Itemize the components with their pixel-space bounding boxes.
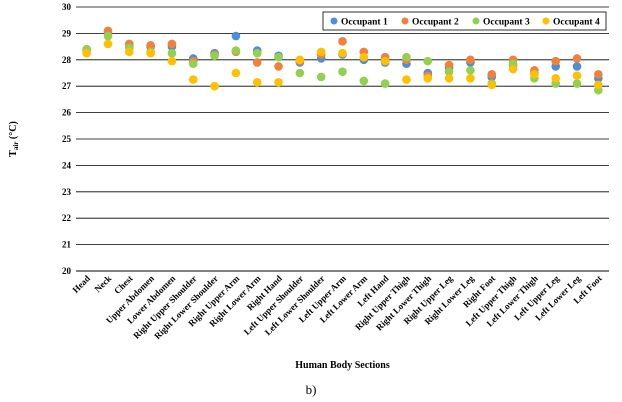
legend-label-occupant-2: Occupant 2 <box>412 18 459 28</box>
legend-label-occupant-1: Occupant 1 <box>341 18 388 28</box>
point-occupant-4 <box>572 71 582 80</box>
point-occupant-2 <box>146 40 155 50</box>
point-occupant-4 <box>423 73 433 83</box>
y-tick-30: 30 <box>62 2 72 12</box>
point-occupant-3 <box>252 48 262 58</box>
point-occupant-4 <box>444 73 454 83</box>
legend-label-occupant-3: Occupant 3 <box>483 18 530 28</box>
point-occupant-4 <box>530 70 539 79</box>
point-occupant-4 <box>359 52 369 62</box>
y-axis-label: Tair (°C) <box>8 121 20 157</box>
point-occupant-4 <box>231 68 241 78</box>
point-occupant-2 <box>487 70 497 79</box>
point-occupant-3 <box>380 79 390 88</box>
point-occupant-4 <box>146 48 155 58</box>
legend-marker-occupant-2 <box>401 17 409 25</box>
y-tick-27: 27 <box>62 81 72 91</box>
point-occupant-2 <box>444 60 454 70</box>
point-occupant-3 <box>295 68 305 78</box>
y-tick-25: 25 <box>62 134 72 144</box>
point-occupant-4 <box>380 56 390 66</box>
point-occupant-4 <box>402 75 411 84</box>
point-occupant-3 <box>167 48 177 58</box>
point-occupant-3 <box>423 56 433 66</box>
point-occupant-1 <box>231 31 241 41</box>
point-occupant-3 <box>231 46 241 55</box>
y-tick-20: 20 <box>62 266 72 276</box>
point-occupant-2 <box>274 62 283 71</box>
legend-marker-occupant-3 <box>472 17 480 25</box>
point-occupant-4 <box>295 55 305 65</box>
point-occupant-3 <box>338 67 347 76</box>
point-occupant-2 <box>167 39 177 49</box>
x-tick-label: Neck <box>93 273 114 294</box>
figure-caption: b) <box>305 382 317 397</box>
point-occupant-4 <box>274 77 283 87</box>
legend-marker-occupant-1 <box>330 17 338 25</box>
x-axis-label: Human Body Sections <box>295 360 390 371</box>
y-tick-28: 28 <box>62 55 72 65</box>
legend: Occupant 1 Occupant 2 Occupant 3 Occupant 4 <box>322 11 607 31</box>
point-occupant-2 <box>338 37 347 46</box>
point-occupant-2 <box>572 54 582 63</box>
y-tick-24: 24 <box>62 160 72 170</box>
legend-label-occupant-4: Occupant 4 <box>553 18 600 28</box>
point-occupant-4 <box>167 56 177 66</box>
y-tick-labels: 20 21 22 23 24 25 26 27 28 29 30 <box>62 2 72 276</box>
point-occupant-4 <box>103 39 113 49</box>
point-occupant-4 <box>487 80 497 90</box>
point-occupant-3 <box>572 79 582 88</box>
point-occupant-4 <box>466 73 475 83</box>
legend-box <box>322 11 607 31</box>
point-occupant-4 <box>338 48 347 58</box>
point-occupant-2 <box>252 58 262 67</box>
point-occupant-2 <box>551 56 560 66</box>
point-occupant-3 <box>402 52 411 62</box>
point-occupant-3 <box>103 31 113 41</box>
point-occupant-4 <box>594 80 603 90</box>
point-occupant-4 <box>252 77 262 87</box>
point-occupant-3 <box>359 76 369 86</box>
y-tick-21: 21 <box>62 240 72 250</box>
point-occupant-3 <box>316 72 326 82</box>
legend-marker-occupant-4 <box>542 17 550 25</box>
point-occupant-2 <box>466 55 475 65</box>
point-occupant-1 <box>572 62 582 71</box>
point-occupant-3 <box>466 66 475 75</box>
point-occupant-4 <box>551 73 560 83</box>
data-points <box>82 26 603 95</box>
grid-lines <box>76 6 609 246</box>
point-occupant-4 <box>125 47 134 57</box>
point-occupant-3 <box>274 52 283 62</box>
point-occupant-3 <box>210 51 219 61</box>
y-tick-23: 23 <box>62 187 72 197</box>
point-occupant-4 <box>82 48 91 58</box>
point-occupant-3 <box>444 67 454 76</box>
point-occupant-4 <box>316 47 326 57</box>
point-occupant-3 <box>188 59 198 69</box>
point-occupant-2 <box>594 70 603 79</box>
y-tick-29: 29 <box>62 28 72 38</box>
point-occupant-4 <box>210 81 219 91</box>
y-tick-22: 22 <box>62 213 72 223</box>
y-tick-26: 26 <box>62 108 72 118</box>
point-occupant-4 <box>508 64 518 74</box>
x-tick-label: Head <box>70 273 92 295</box>
point-occupant-4 <box>188 75 198 84</box>
